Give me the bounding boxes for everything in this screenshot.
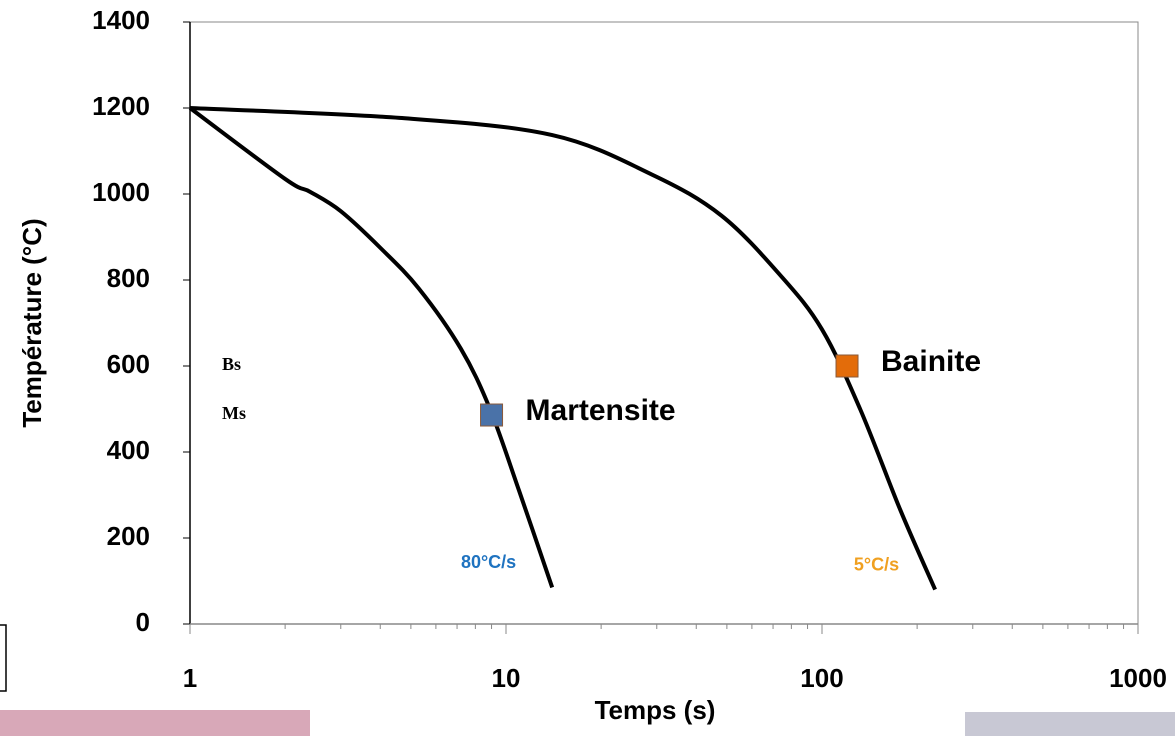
cooling-curve — [189, 106, 937, 591]
annotation: Bs — [222, 354, 241, 374]
phase-label: Martensite — [526, 394, 676, 427]
y-tick-label: 1200 — [92, 91, 150, 121]
x-tick-label: 10 — [492, 663, 521, 693]
y-tick-label: 200 — [107, 521, 150, 551]
y-tick-label: 1400 — [92, 5, 150, 35]
y-tick-label: 800 — [107, 263, 150, 293]
y-tick-label: 600 — [107, 349, 150, 379]
annotation: Ms — [222, 403, 246, 423]
phase-label: Bainite — [881, 345, 981, 378]
decoration — [0, 624, 7, 692]
x-tick-label: 1 — [183, 663, 197, 693]
cooling-curve — [188, 106, 555, 589]
phase-marker — [480, 403, 504, 427]
y-axis-label: Température (°C) — [17, 218, 47, 427]
x-tick-label: 100 — [800, 663, 843, 693]
micrograph — [0, 710, 310, 736]
x-tick-label: 1000 — [1109, 663, 1167, 693]
series-label: 5°C/s — [854, 554, 899, 574]
x-axis-label: Temps (s) — [595, 695, 716, 725]
y-tick-label: 400 — [107, 435, 150, 465]
micrograph — [965, 712, 1175, 736]
y-tick-label: 0 — [136, 607, 150, 637]
y-tick-label: 1000 — [92, 177, 150, 207]
series-label: 80°C/s — [461, 552, 516, 572]
phase-marker — [835, 354, 859, 378]
